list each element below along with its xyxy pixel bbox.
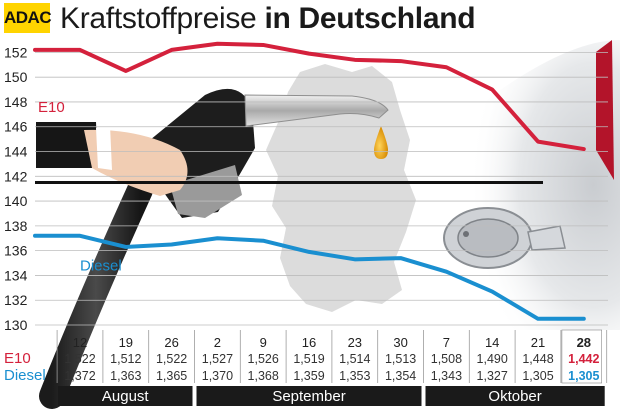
y-axis-ticks: 130 132 134 136 138 140 142 144 146 148 150 152 bbox=[4, 44, 28, 333]
month-band bbox=[425, 386, 605, 406]
e10-value-cell: 1,508 bbox=[431, 352, 462, 366]
month-band bbox=[58, 386, 193, 406]
diesel-value-cell: 1,353 bbox=[339, 369, 370, 383]
month-label: Oktober bbox=[488, 388, 541, 405]
diesel-value-cell: 1,368 bbox=[248, 369, 279, 383]
car-tail-light bbox=[596, 40, 614, 180]
y-tick-label: 140 bbox=[4, 193, 28, 209]
diesel-value-cell: 1,365 bbox=[156, 369, 187, 383]
y-tick-label: 148 bbox=[4, 94, 28, 110]
e10-value-cell: 1,442 bbox=[568, 352, 599, 366]
header: ADAC Kraftstoffpreise in Deutschland bbox=[0, 0, 620, 40]
diesel-value-cell: 1,372 bbox=[64, 369, 95, 383]
e10-value-cell: 1,448 bbox=[522, 352, 553, 366]
y-tick-label: 134 bbox=[4, 267, 28, 283]
x-tick-label: 14 bbox=[485, 335, 499, 350]
fuel-drop-icon bbox=[374, 126, 388, 159]
e10-value-cell: 1,526 bbox=[248, 352, 279, 366]
month-bar: August September Oktober bbox=[58, 386, 605, 406]
y-tick-label: 142 bbox=[4, 168, 28, 184]
diesel-value-cell: 1,359 bbox=[293, 369, 324, 383]
e10-value-cell: 1,522 bbox=[64, 352, 95, 366]
title-bold: in Deutschland bbox=[264, 2, 476, 35]
y-tick-label: 150 bbox=[4, 69, 28, 85]
e10-value-cell: 1,513 bbox=[385, 352, 416, 366]
x-tick-label: 9 bbox=[260, 335, 267, 350]
x-tick-label: 26 bbox=[164, 335, 178, 350]
fuel-pump-nozzle-icon bbox=[36, 88, 389, 409]
x-tick-label: 19 bbox=[119, 335, 133, 350]
x-tick-label: 7 bbox=[443, 335, 450, 350]
x-tick-label: 21 bbox=[531, 335, 545, 350]
e10-value-cell: 1,519 bbox=[293, 352, 324, 366]
y-tick-label: 146 bbox=[4, 119, 28, 135]
diesel-value-cell: 1,370 bbox=[202, 369, 233, 383]
y-tick-label: 130 bbox=[4, 317, 28, 333]
x-tick-label: 23 bbox=[348, 335, 362, 350]
month-label: August bbox=[102, 388, 150, 405]
row-label-e10: E10 bbox=[4, 350, 31, 367]
e10-value-cell: 1,527 bbox=[202, 352, 233, 366]
series-lines bbox=[33, 41, 586, 321]
diesel-value-cell: 1,327 bbox=[477, 369, 508, 383]
y-tick-label: 152 bbox=[4, 44, 28, 60]
y-tick-label: 136 bbox=[4, 243, 28, 259]
e10-value-cell: 1,490 bbox=[477, 352, 508, 366]
row-label-diesel: Diesel bbox=[4, 367, 46, 384]
y-tick-label: 144 bbox=[4, 144, 28, 160]
series-label-e10: E10 bbox=[38, 99, 65, 116]
page-title: Kraftstoffpreise in Deutschland bbox=[60, 2, 476, 36]
gridlines bbox=[35, 51, 608, 326]
series-labels: E10 Diesel bbox=[38, 99, 122, 275]
y-tick-label: 138 bbox=[4, 218, 28, 234]
car-body bbox=[442, 40, 620, 330]
title-main: Kraftstoffpreise bbox=[60, 2, 265, 35]
e10-value-cell: 1,514 bbox=[339, 352, 370, 366]
x-tick-label: 2 bbox=[214, 335, 221, 350]
x-tick-label: 28 bbox=[577, 335, 591, 350]
series-label-diesel: Diesel bbox=[80, 258, 122, 275]
x-tick-label: 16 bbox=[302, 335, 316, 350]
diesel-value-cell: 1,363 bbox=[110, 369, 141, 383]
x-tick-label: 30 bbox=[393, 335, 407, 350]
diesel-value-cell: 1,305 bbox=[568, 369, 599, 383]
month-band bbox=[196, 386, 422, 406]
y-tick-label: 132 bbox=[4, 292, 28, 308]
diesel-value-cell: 1,343 bbox=[431, 369, 462, 383]
current-week-highlight bbox=[561, 329, 603, 384]
x-tick-label: 12 bbox=[73, 335, 87, 350]
fuel-cap-icon bbox=[443, 207, 566, 269]
adac-logo: ADAC bbox=[4, 3, 52, 33]
e10-value-cell: 1,522 bbox=[156, 352, 187, 366]
diesel-value-cell: 1,354 bbox=[385, 369, 416, 383]
month-label: September bbox=[272, 388, 345, 405]
diesel-value-cell: 1,305 bbox=[522, 369, 553, 383]
e10-value-cell: 1,512 bbox=[110, 352, 141, 366]
